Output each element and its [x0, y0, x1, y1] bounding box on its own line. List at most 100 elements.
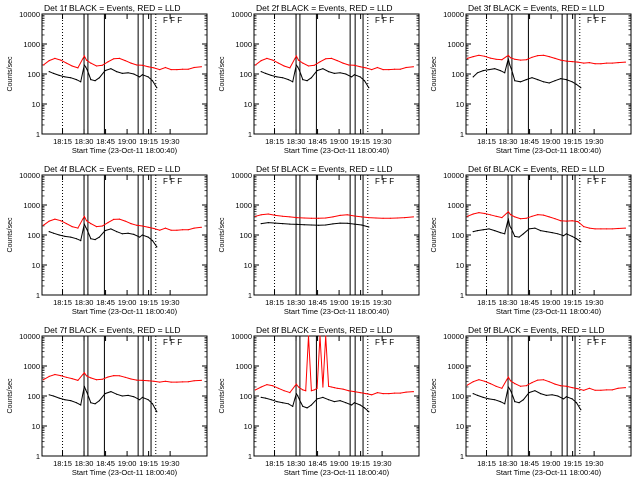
data-point-events — [98, 400, 100, 402]
data-point-lld — [319, 61, 321, 63]
data-point-events — [116, 71, 118, 73]
data-point-events — [48, 71, 50, 73]
data-point-events — [353, 223, 355, 225]
data-point-lld — [399, 392, 401, 394]
y-tick-label: 10000 — [231, 332, 252, 341]
data-point-lld — [113, 375, 115, 377]
data-point-lld — [617, 387, 619, 389]
data-point-lld — [389, 217, 391, 219]
data-point-lld — [348, 390, 350, 392]
data-point-lld — [565, 60, 568, 62]
data-point-lld — [382, 69, 384, 71]
plot-frame — [465, 13, 632, 135]
x-tick-label: 18:45 — [308, 298, 327, 307]
data-point-lld — [376, 66, 378, 69]
data-point-events — [325, 224, 327, 226]
data-point-events — [494, 399, 496, 401]
data-point-lld — [60, 220, 62, 222]
data-point-lld — [333, 387, 335, 389]
data-point-events — [514, 80, 516, 82]
data-point-events — [147, 236, 149, 238]
data-point-lld — [147, 226, 149, 228]
x-axis-label: Start Time (23-Oct-11 18:00:40) — [72, 468, 178, 477]
x-tick-label: 19:00 — [330, 298, 349, 307]
data-point-lld — [297, 59, 300, 61]
data-point-lld — [118, 218, 121, 220]
data-point-lld — [624, 61, 626, 63]
y-tick-label: 1000 — [235, 40, 252, 49]
data-point-events — [504, 233, 506, 235]
x-tick-label: 18:15 — [477, 459, 496, 468]
data-point-lld — [611, 389, 613, 391]
data-point-events — [322, 68, 324, 70]
data-point-lld — [272, 385, 274, 387]
data-point-lld — [283, 65, 285, 67]
data-point-lld — [565, 220, 568, 222]
y-tick-label: 10 — [244, 100, 252, 109]
data-point-events — [509, 388, 511, 390]
data-point-events — [353, 402, 355, 404]
data-point-events — [575, 238, 578, 240]
series-line-lld — [467, 210, 626, 230]
data-point-events — [264, 397, 267, 399]
data-point-events — [545, 231, 547, 233]
data-point-events — [353, 74, 355, 76]
x-axis-label: Start Time (23-Oct-11 18:00:40) — [72, 146, 178, 155]
y-tick-label: 1 — [36, 130, 40, 139]
plot-frame — [253, 174, 420, 296]
data-point-lld — [141, 64, 143, 66]
detector-panel-5: Det 5f BLACK = Events, RED = LLD F F F 1 10… — [219, 164, 420, 316]
data-point-events — [264, 72, 267, 74]
data-point-lld — [501, 387, 503, 389]
data-point-events — [509, 64, 511, 66]
data-point-lld — [318, 217, 320, 219]
data-point-lld — [361, 216, 363, 218]
x-tick-label: 19:30 — [585, 459, 604, 468]
data-point-lld — [531, 56, 533, 58]
detector-panel-1: Det 1f BLACK = Events, RED = LLD F F F 1 10… — [7, 3, 208, 155]
data-point-lld — [266, 57, 268, 60]
data-point-events — [488, 228, 490, 230]
data-point-events — [363, 80, 366, 82]
data-point-events — [494, 68, 496, 70]
data-point-events — [299, 71, 301, 73]
data-point-lld — [571, 220, 573, 222]
data-point-events — [525, 79, 527, 81]
data-point-lld — [54, 57, 56, 60]
data-point-events — [276, 401, 278, 403]
data-point-lld — [365, 393, 367, 395]
data-point-lld — [260, 60, 262, 62]
data-point-events — [351, 404, 353, 406]
data-point-events — [557, 233, 559, 235]
y-tick-label: 10000 — [443, 332, 464, 341]
series-line-events — [261, 63, 370, 88]
data-point-lld — [254, 389, 256, 391]
data-point-events — [339, 72, 341, 74]
data-point-lld — [466, 57, 468, 60]
data-point-events — [514, 235, 516, 237]
data-point-lld — [147, 66, 149, 68]
data-point-events — [274, 222, 277, 224]
data-point-events — [551, 394, 553, 396]
data-point-events — [116, 231, 118, 233]
data-point-lld — [153, 227, 155, 230]
data-point-events — [551, 232, 553, 234]
panel-legend-marks: F F F — [375, 177, 394, 186]
series-line-events — [49, 63, 158, 88]
data-point-events — [282, 402, 284, 404]
data-point-events — [368, 411, 370, 413]
data-point-lld — [388, 69, 390, 71]
data-point-events — [289, 223, 291, 225]
x-tick-label: 18:30 — [75, 137, 94, 146]
data-point-lld — [600, 389, 602, 391]
data-point-lld — [537, 379, 539, 381]
data-point-events — [511, 393, 513, 395]
data-point-lld — [107, 222, 109, 224]
data-point-lld — [501, 217, 503, 219]
x-axis-label: Start Time (23-Oct-11 18:00:40) — [496, 307, 602, 316]
data-point-lld — [346, 214, 348, 216]
data-point-lld — [182, 229, 184, 231]
data-point-lld — [519, 385, 522, 387]
data-point-lld — [583, 62, 585, 64]
data-point-events — [260, 396, 262, 398]
